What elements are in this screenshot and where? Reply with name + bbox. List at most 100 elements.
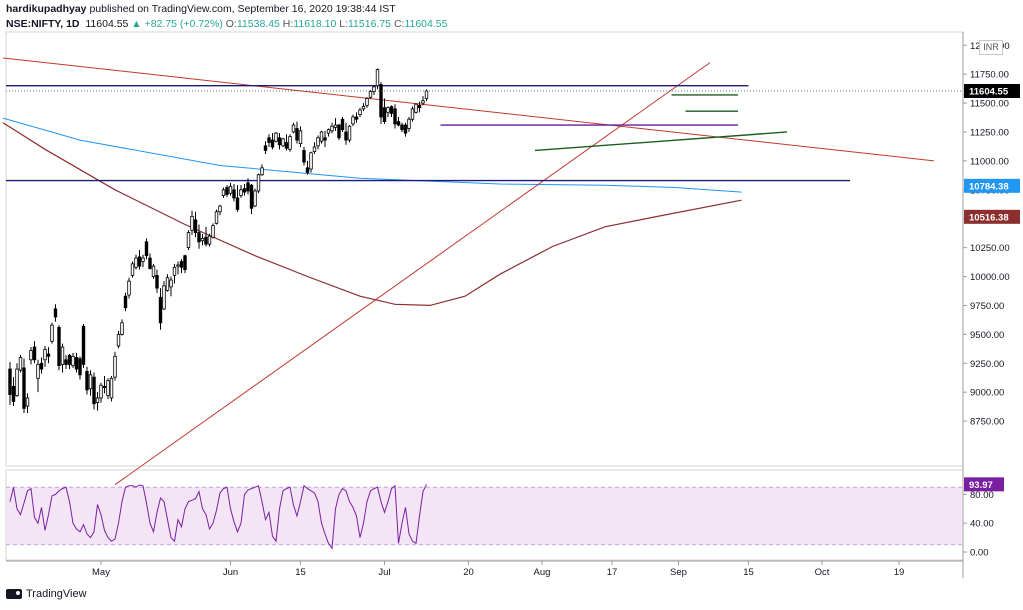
y-tick-label: 11750.00	[970, 70, 1009, 81]
candle-body	[36, 364, 40, 379]
low-value: 11516.75	[348, 18, 392, 30]
rsi-tick-label: 0.00	[970, 548, 989, 559]
candle-body	[120, 322, 124, 335]
candle	[32, 341, 37, 364]
candle-body	[305, 167, 310, 173]
candle	[130, 261, 135, 278]
candle	[414, 103, 418, 114]
candle-body	[46, 353, 51, 357]
candle-body	[197, 232, 201, 243]
candle	[211, 223, 215, 239]
moving-average-red	[2, 122, 742, 307]
candle-body	[64, 359, 68, 365]
candle	[239, 185, 243, 198]
candle-body	[81, 325, 86, 365]
candle-body	[25, 397, 30, 407]
candle-body	[15, 368, 19, 397]
candle-body	[239, 189, 243, 196]
candle-body	[137, 256, 142, 267]
candle-body	[39, 362, 44, 370]
candle	[183, 254, 187, 274]
candle	[393, 104, 397, 129]
candle-body	[99, 384, 103, 399]
y-tick-label: 10250.00	[970, 243, 1010, 254]
candle	[64, 355, 68, 370]
candle	[95, 392, 100, 411]
candle	[176, 261, 180, 275]
candle	[155, 269, 159, 293]
candle	[57, 325, 61, 371]
candle-body	[295, 128, 299, 141]
candle	[165, 274, 170, 292]
candle	[60, 343, 65, 373]
candle-body	[211, 225, 215, 238]
candle-body	[291, 124, 296, 133]
candle-body	[225, 187, 229, 195]
candle-body	[183, 255, 187, 270]
candle-body	[302, 150, 306, 163]
candle-body	[319, 131, 324, 142]
candle-body	[228, 185, 233, 194]
candle	[46, 347, 51, 364]
candle	[172, 263, 177, 284]
candle-body	[165, 277, 170, 291]
candle	[284, 134, 289, 151]
candle	[106, 378, 110, 400]
candle	[354, 112, 359, 123]
candle-body	[193, 219, 198, 233]
candle	[53, 304, 58, 322]
candle	[151, 263, 156, 279]
candle-body	[218, 205, 222, 213]
candle-body	[162, 285, 166, 310]
candle	[389, 105, 394, 117]
candle-body	[18, 357, 23, 371]
candle	[22, 358, 26, 413]
candle	[169, 276, 173, 297]
candle-body	[116, 333, 121, 347]
candle-body	[8, 368, 12, 395]
candle-body	[78, 358, 82, 376]
candle-body	[95, 397, 100, 403]
candle	[148, 253, 152, 270]
y-tick-label: 10000.00	[970, 272, 1010, 283]
candle	[141, 254, 145, 268]
candle	[256, 173, 261, 194]
candle-body	[88, 374, 93, 390]
chart-header: hardikupadhyay published on TradingView.…	[6, 2, 447, 32]
candle-body	[277, 137, 282, 146]
author-name[interactable]: hardikupadhyay	[6, 3, 87, 15]
candle-body	[284, 141, 289, 149]
candle	[421, 96, 425, 106]
candle	[410, 106, 415, 122]
candle	[326, 128, 331, 137]
candle	[368, 90, 373, 99]
candle-body	[407, 118, 411, 129]
trendline	[534, 131, 788, 152]
candle-body	[200, 237, 205, 242]
candle-body	[43, 348, 47, 361]
open-label: O:	[225, 18, 237, 30]
candle	[162, 281, 166, 311]
footer: TradingView	[6, 588, 87, 600]
trendline	[2, 57, 935, 162]
candle-body	[260, 167, 264, 176]
candle-body	[256, 174, 261, 192]
candle	[309, 151, 313, 173]
candle	[337, 123, 341, 141]
candle-body	[400, 124, 404, 131]
candle-body	[71, 355, 75, 366]
candle	[386, 106, 390, 117]
candle	[295, 121, 299, 144]
candle-body	[11, 385, 16, 402]
candle-body	[186, 232, 191, 249]
currency-badge: INR	[979, 40, 1003, 55]
candle-body	[67, 354, 72, 365]
candle-body	[424, 90, 429, 100]
candle	[351, 114, 355, 127]
candle-body	[109, 377, 114, 399]
candle	[375, 68, 380, 90]
candle-body	[267, 137, 271, 143]
candle-body	[417, 104, 422, 109]
candle-body	[396, 121, 401, 126]
